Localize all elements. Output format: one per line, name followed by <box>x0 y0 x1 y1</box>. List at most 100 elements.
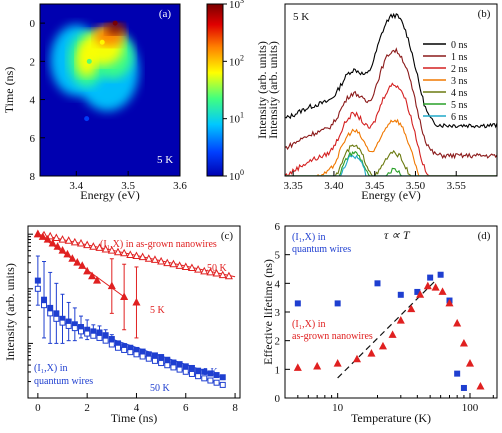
c-point-3-6 <box>71 325 78 332</box>
colorbar-tick-label-0: 100 <box>229 168 244 183</box>
d-point-1-0 <box>293 363 302 371</box>
d-point-1-17 <box>476 381 485 390</box>
d-point-0-9 <box>460 384 467 391</box>
c-panel-label: (c) <box>221 230 234 242</box>
c-point-2-22 <box>170 359 177 366</box>
c-x-tick-label-1: 2 <box>84 402 90 414</box>
c-point-3-8 <box>84 330 91 337</box>
c-point-0-17 <box>138 252 147 261</box>
c-point-3-27 <box>201 375 208 382</box>
b-y-axis-label: Intensity (arb. units) <box>266 41 280 139</box>
a-y-tick-label-1: 2 <box>30 56 36 68</box>
a-x-axis-label: Energy (eV) <box>80 188 139 202</box>
c-point-2-25 <box>188 364 195 371</box>
c-point-0-7 <box>76 238 86 247</box>
c-point-0-8 <box>83 240 92 249</box>
c-point-3-19 <box>151 357 158 364</box>
c-point-0-23 <box>175 261 184 269</box>
d-point-0-6 <box>437 271 444 278</box>
b-x-tick-label-4: 3.55 <box>447 180 467 192</box>
d-x-tick-label-1: 100 <box>462 402 479 414</box>
c-point-1-14 <box>120 292 129 300</box>
c-x-tick-label-2: 4 <box>134 402 140 414</box>
c-point-0-18 <box>144 254 153 262</box>
a-y-axis-label: Time (ns) <box>2 67 16 114</box>
b-series-line-0 <box>285 12 497 129</box>
c-marks <box>33 229 236 388</box>
d-point-1-8 <box>407 304 416 313</box>
b-x-tick-label-1: 3.40 <box>324 180 344 192</box>
c-point-1-5 <box>58 246 67 254</box>
colorbar-tick-label-2: 102 <box>229 53 244 68</box>
c-point-3-15 <box>127 349 134 356</box>
colorbar-tick-exp-1: 1 <box>240 111 244 120</box>
d-point-1-15 <box>459 338 468 347</box>
c-point-3-4 <box>59 319 66 326</box>
c-point-0-15 <box>126 250 135 258</box>
c-qw-5k-label: 5 K <box>203 367 219 378</box>
c-point-2-26 <box>195 367 202 374</box>
heatmap-feature-1 <box>99 39 105 45</box>
heatmap-blob-4-0 <box>105 22 125 35</box>
c-point-3-7 <box>78 328 84 335</box>
c-point-2-20 <box>158 354 165 361</box>
c-point-1-12 <box>92 276 102 284</box>
d-y-tick-label-0: 0 <box>275 393 281 405</box>
c-point-0-14 <box>120 248 129 257</box>
c-nanowire-5k-label: 5 K <box>150 305 166 316</box>
c-point-2-19 <box>151 352 158 359</box>
d-point-0-8 <box>454 370 461 377</box>
panel-b: 3.35 3.40 3.45 3.50 3.55 0 ns1 ns2 ns3 ns4 n… <box>266 3 498 202</box>
d-marks <box>293 271 485 391</box>
c-point-3-11 <box>102 337 109 344</box>
c-point-1-10 <box>83 266 92 275</box>
d-x-axis-label: Temperature (K) <box>351 411 431 425</box>
c-point-3-17 <box>139 353 146 360</box>
d-point-1-16 <box>465 359 475 367</box>
c-qw-label-line1: (I₁,X) in <box>34 363 67 374</box>
c-x-tick-label-0: 0 <box>35 402 41 414</box>
c-point-0-12 <box>107 246 116 254</box>
colorbar-tick-exp-0: 0 <box>240 168 244 177</box>
c-point-2-24 <box>182 363 189 370</box>
c-x-ticks: 0 2 4 6 8 <box>35 393 238 414</box>
c-point-0-20 <box>157 256 166 265</box>
d-point-1-1 <box>313 361 322 370</box>
c-qw-50k-label: 50 K <box>150 383 171 394</box>
c-point-1-7 <box>68 254 77 262</box>
d-point-0-3 <box>397 291 404 298</box>
plot-frame-b <box>284 3 498 177</box>
c-point-3-21 <box>164 362 171 369</box>
d-point-1-11 <box>431 283 440 291</box>
c-point-2-29 <box>213 372 220 379</box>
d-y-tick-label-5: 5 <box>275 250 281 262</box>
c-point-3-9 <box>90 332 97 339</box>
d-y-tick-label-4: 4 <box>275 278 281 290</box>
d-point-1-5 <box>378 341 388 350</box>
colorbar-tick-label-3: 103 <box>229 0 244 11</box>
c-point-3-3 <box>53 315 60 322</box>
c-point-0-13 <box>113 247 123 256</box>
c-point-0-11 <box>101 244 110 253</box>
b-x-axis-label: Energy (eV) <box>361 188 420 202</box>
c-point-1-15 <box>132 297 141 306</box>
c-point-3-1 <box>41 302 48 309</box>
c-point-0-16 <box>132 251 141 260</box>
c-point-1-0 <box>33 229 42 238</box>
colorbar-label: Intensity (arb. units) <box>255 41 269 139</box>
c-point-3-18 <box>145 355 152 362</box>
c-point-1-1 <box>38 232 47 240</box>
c-point-3-16 <box>133 351 140 358</box>
c-point-1-3 <box>48 238 57 247</box>
c-point-2-12 <box>108 336 115 343</box>
c-point-0-3 <box>52 233 61 242</box>
a-y-tick-label-4: 8 <box>30 171 36 183</box>
b-legend-label-5: 5 ns <box>451 100 468 111</box>
b-x-tick-label-0: 3.35 <box>284 180 304 192</box>
b-legend-label-4: 4 ns <box>451 88 468 99</box>
c-x-tick-label-4: 8 <box>232 402 238 414</box>
c-y-axis-label: Intensity (arb. units) <box>3 263 17 361</box>
a-x-tick-label-1: 3.5 <box>121 180 135 192</box>
